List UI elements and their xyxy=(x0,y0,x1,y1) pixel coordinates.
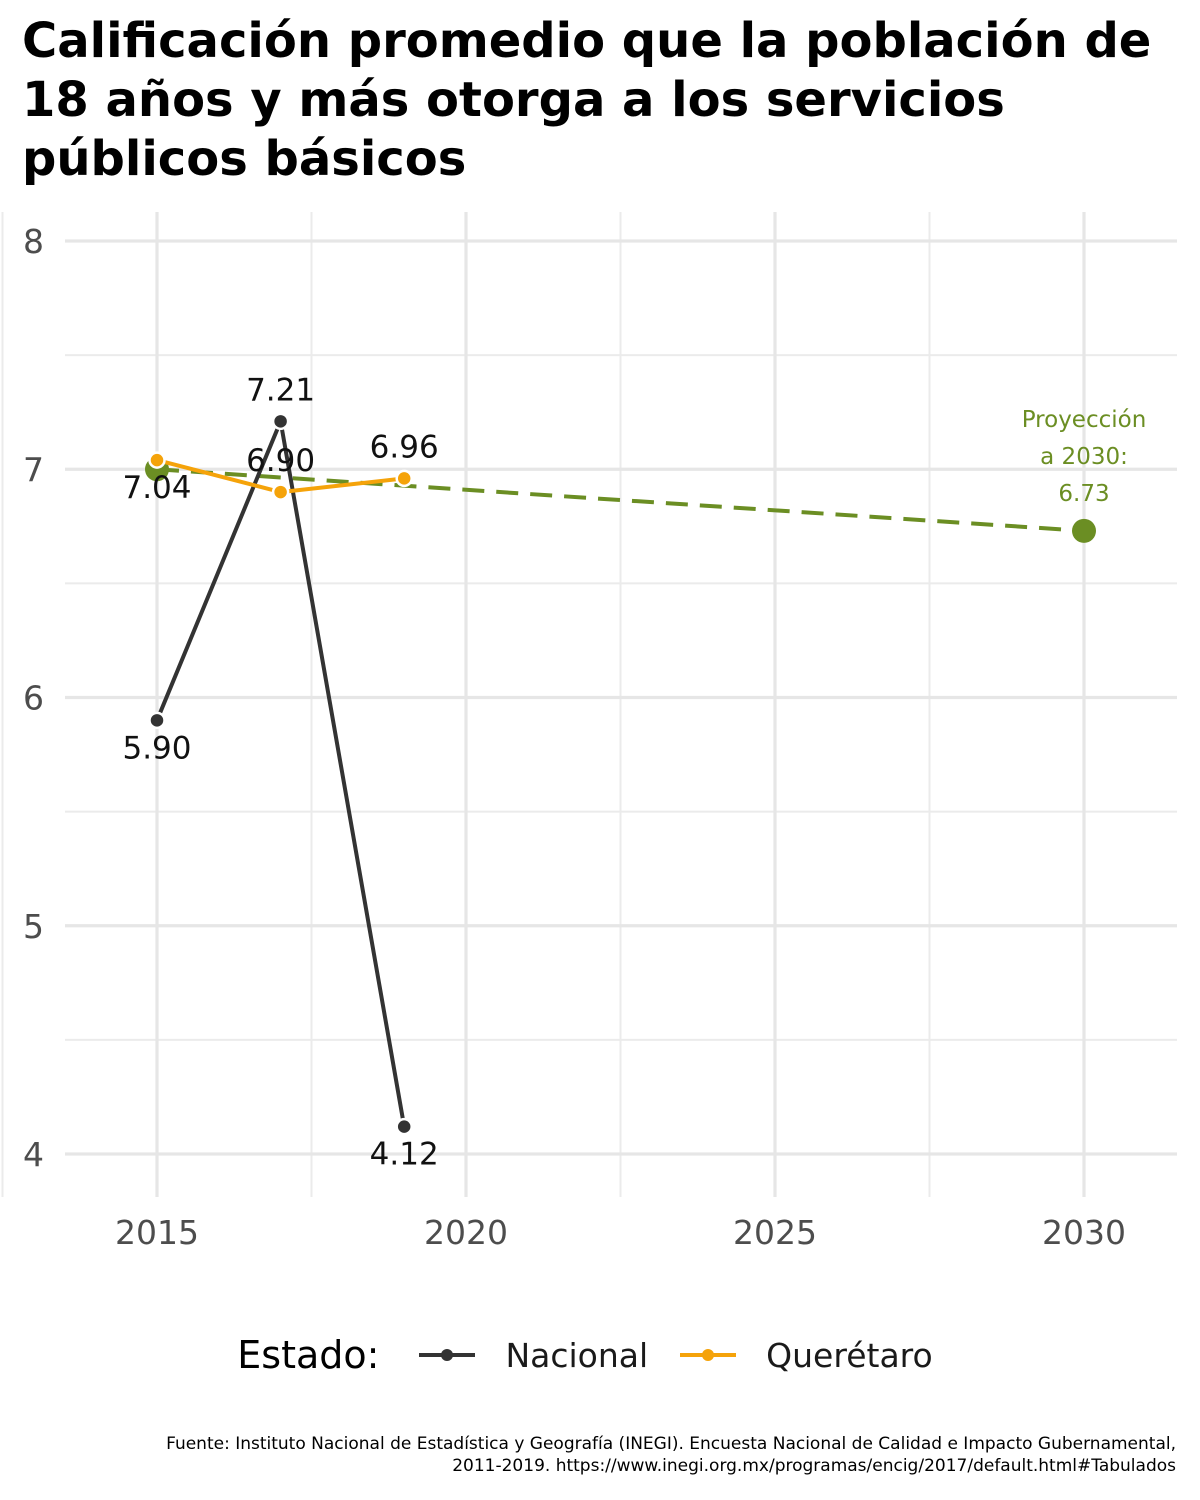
projection-annotation: Proyección xyxy=(1022,407,1147,433)
series-layer xyxy=(148,412,413,1136)
y-tick-label: 5 xyxy=(23,907,44,946)
series-point-0 xyxy=(148,711,166,730)
x-tick-label: 2015 xyxy=(115,1213,199,1252)
y-tick-label: 4 xyxy=(23,1135,44,1174)
grid-lines xyxy=(1,212,1177,1197)
legend-key-queretaro-icon xyxy=(680,1349,737,1361)
series-point-0 xyxy=(395,1117,413,1136)
legend-key-nacional-icon xyxy=(419,1349,476,1361)
data-labels: 5.90 7.21 4.12 7.04 6.90 6.96 xyxy=(122,372,438,1172)
legend-label-queretaro: Querétaro xyxy=(766,1335,933,1375)
projection-annotation: a 2030: xyxy=(1040,444,1128,470)
legend-label-nacional: Nacional xyxy=(505,1335,649,1375)
x-tick-label: 2020 xyxy=(424,1213,508,1252)
x-tick-label: 2030 xyxy=(1042,1213,1126,1252)
series-point-1 xyxy=(271,483,290,501)
legend-item-nacional: Nacional xyxy=(417,1336,648,1375)
data-label: 7.04 xyxy=(122,470,191,506)
data-label: 7.21 xyxy=(246,372,315,408)
data-label: 5.90 xyxy=(122,730,191,766)
data-label: 6.96 xyxy=(370,429,439,465)
series-point-1 xyxy=(395,469,413,488)
y-tick-label: 6 xyxy=(23,679,44,718)
source-caption: Fuente: Instituto Nacional de Estadístic… xyxy=(26,1433,1176,1477)
legend: Estado: Nacional Querétaro xyxy=(0,1325,1200,1385)
series-point-1 xyxy=(148,451,166,469)
series-line-0 xyxy=(155,419,407,1127)
data-label: 4.12 xyxy=(370,1137,439,1173)
projection-annotation: 6.73 xyxy=(1058,481,1109,507)
series-point-0 xyxy=(271,412,290,431)
axis-ticks: 4 5 6 7 8 2015 2020 2025 2030 xyxy=(23,222,1126,1252)
caption-line-1: Fuente: Instituto Nacional de Estadístic… xyxy=(166,1434,1176,1454)
legend-title: Estado: xyxy=(237,1333,380,1377)
x-tick-label: 2025 xyxy=(733,1213,817,1252)
chart-title: Calificación promedio que la población d… xyxy=(22,13,1152,187)
plot-area: 4 5 6 7 8 2015 2020 2025 2030 Proyección a 2030: 6… xyxy=(1,212,1177,1252)
caption-line-2: 2011-2019. https://www.inegi.org.mx/prog… xyxy=(452,1456,1176,1476)
data-label: 6.90 xyxy=(246,443,315,479)
y-tick-label: 7 xyxy=(23,450,44,489)
projection-line xyxy=(156,467,1085,533)
legend-item-queretaro: Querétaro xyxy=(678,1336,933,1375)
y-tick-label: 8 xyxy=(23,222,44,261)
projection-layer: Proyección a 2030: 6.73 xyxy=(145,407,1146,543)
projection-end-point xyxy=(1072,518,1096,543)
